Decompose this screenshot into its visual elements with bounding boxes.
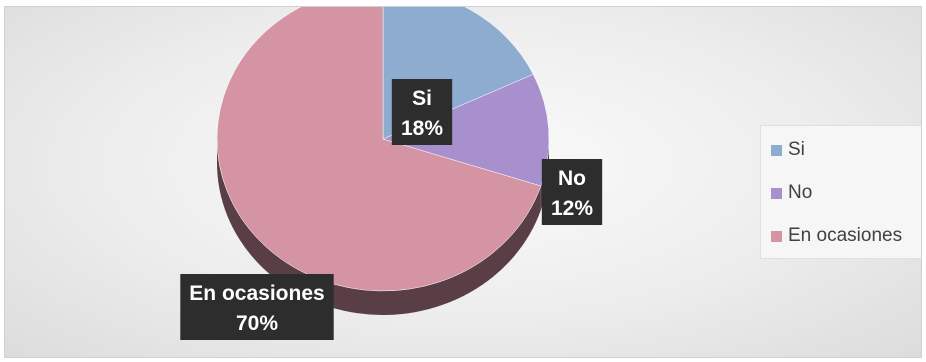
data-label-value-si: 18% xyxy=(401,117,443,140)
data-label-box-no xyxy=(541,159,603,225)
chart-area: Si 18% No 12% En ocasiones 70% Si No En ocasi… xyxy=(4,6,922,358)
legend-label-en-ocasiones: En ocasiones xyxy=(788,225,903,246)
legend-label-no: No xyxy=(788,182,813,203)
data-label-no: No 12% xyxy=(541,159,603,225)
data-label-box-en-ocasiones xyxy=(180,274,334,340)
legend-item-si: Si xyxy=(771,138,805,162)
legend-label-si: Si xyxy=(788,139,805,160)
pie-plot: Si 18% No 12% En ocasiones 70% xyxy=(180,7,603,340)
data-label-en-ocasiones: En ocasiones 70% xyxy=(180,274,334,340)
pie-chart: Si 18% No 12% En ocasiones 70% xyxy=(180,7,603,340)
data-label-value-en-ocasiones: 70% xyxy=(236,312,278,335)
legend-item-en-ocasiones: En ocasiones xyxy=(771,224,902,248)
data-label-category-en-ocasiones: En ocasiones xyxy=(189,282,324,305)
data-label-category-si: Si xyxy=(412,87,432,110)
data-label-value-no: 12% xyxy=(551,197,593,220)
legend-swatch-en-ocasiones xyxy=(771,230,782,242)
data-label-category-no: No xyxy=(558,167,586,190)
legend-swatch-si xyxy=(771,144,782,156)
pie-slice-en-ocasiones xyxy=(216,7,542,292)
data-label-si: Si 18% xyxy=(391,79,453,145)
legend-item-no: No xyxy=(771,181,812,205)
pie-side-en-ocasiones xyxy=(217,139,541,315)
legend: Si No En ocasiones xyxy=(760,125,921,259)
data-label-box-si xyxy=(391,79,453,145)
legend-swatch-no xyxy=(771,187,782,199)
